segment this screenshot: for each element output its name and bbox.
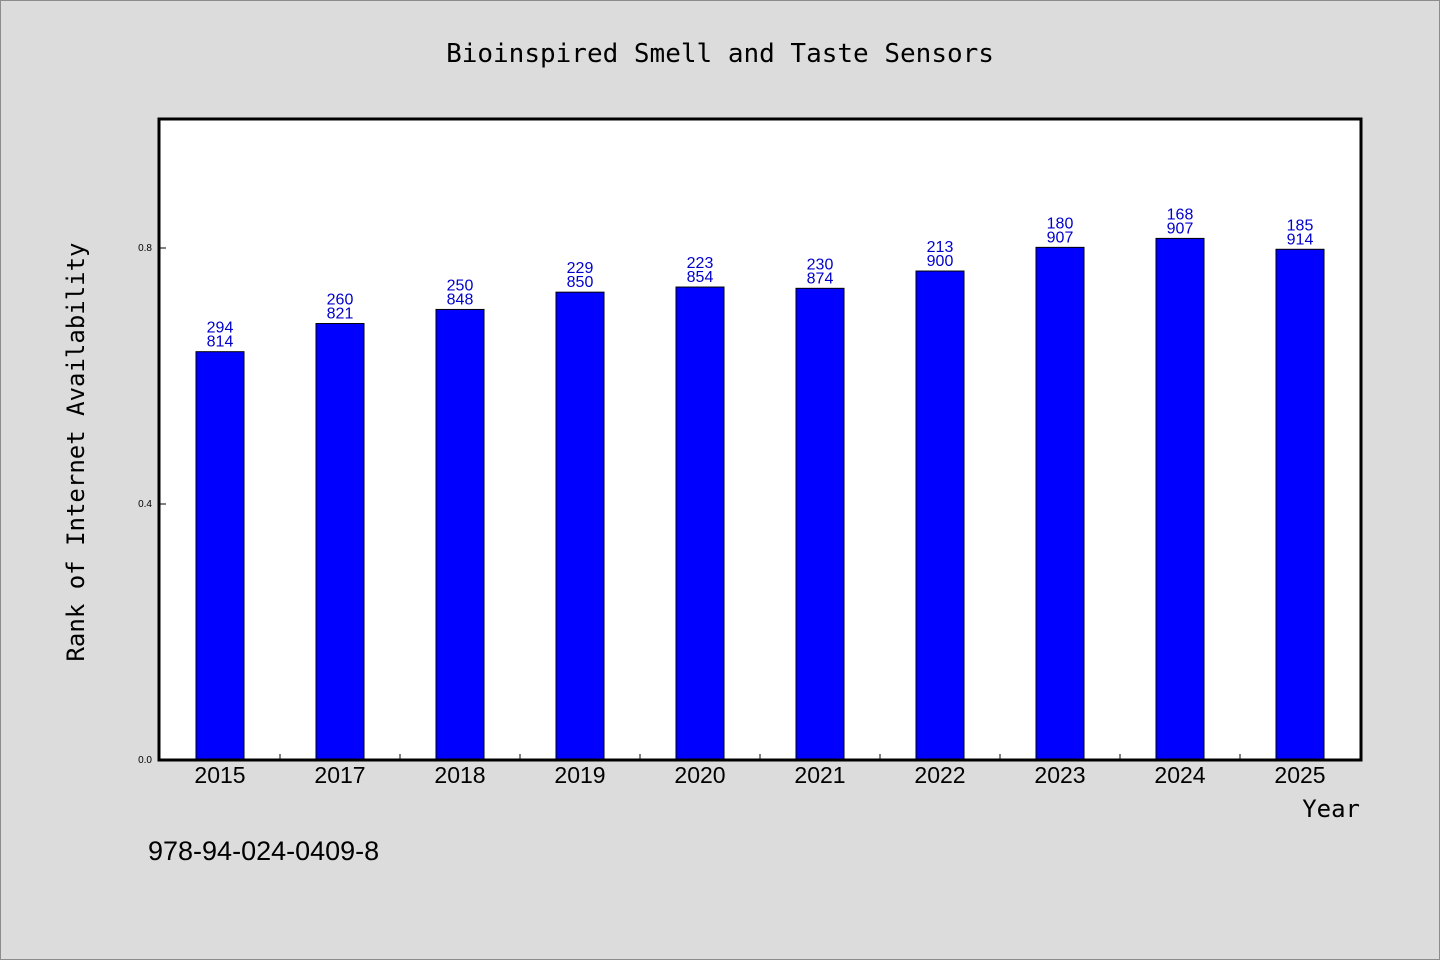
x-tick-label-2019: 2019	[554, 762, 605, 788]
y-tick-label-0.4: 0.4	[138, 499, 152, 510]
bar-label-bottom-2017: 821	[327, 306, 354, 323]
x-tick-label-2020: 2020	[674, 762, 725, 788]
bar-labels-group: 2948142608212508482298502238542308742139…	[207, 206, 1314, 350]
x-tick-label-2022: 2022	[914, 762, 965, 788]
bar-label-bottom-2018: 848	[447, 291, 474, 308]
bar-2019	[555, 291, 605, 761]
bar-2020	[675, 286, 725, 761]
bar-label-bottom-2025: 914	[1287, 231, 1314, 248]
y-tick-label-0.0: 0.0	[138, 755, 152, 766]
bar-2015	[195, 351, 245, 761]
isbn-text: 978-94-024-0409-8	[148, 836, 380, 866]
x-tick-label-2024: 2024	[1154, 762, 1205, 788]
x-tick-label-2015: 2015	[194, 762, 245, 788]
bar-label-top-2023: 180	[1047, 215, 1074, 232]
bar-2018	[435, 308, 485, 761]
bar-2024	[1155, 237, 1205, 761]
bar-label-top-2021: 230	[807, 256, 834, 273]
x-axis-label: Year	[1302, 795, 1360, 823]
y-tick-label-0.8: 0.8	[138, 243, 152, 254]
x-tick-label-2021: 2021	[794, 762, 845, 788]
bar-label-bottom-2022: 900	[927, 253, 954, 270]
bar-label-top-2025: 185	[1287, 217, 1314, 234]
bar-label-bottom-2019: 850	[567, 274, 594, 291]
bar-label-top-2017: 260	[327, 292, 354, 309]
bar-2017	[315, 323, 365, 761]
x-ticks-group: 2015 2017 2018 2019 2020 2021 2022 2023 2024 2025	[194, 754, 1326, 788]
chart-title: Bioinspired Smell and Taste Sensors	[446, 39, 994, 69]
bar-label-top-2015: 294	[207, 320, 234, 337]
bar-label-bottom-2015: 814	[207, 334, 234, 351]
bar-label-top-2024: 168	[1167, 206, 1194, 223]
x-tick-label-2018: 2018	[434, 762, 485, 788]
plot-border	[157, 117, 1363, 762]
y-axis-label: Rank of Internet Availability	[62, 242, 90, 661]
bars-group	[195, 237, 1325, 761]
bar-label-top-2018: 250	[447, 277, 474, 294]
bar-label-bottom-2023: 907	[1047, 229, 1074, 246]
bar-2025	[1275, 248, 1325, 761]
bar-label-bottom-2024: 907	[1167, 220, 1194, 237]
bar-label-bottom-2021: 874	[807, 270, 834, 287]
bar-2023	[1035, 246, 1085, 761]
bar-label-top-2020: 223	[687, 255, 714, 272]
x-tick-label-2025: 2025	[1274, 762, 1325, 788]
x-tick-label-2017: 2017	[314, 762, 365, 788]
bar-2021	[795, 287, 845, 761]
bar-label-top-2019: 229	[567, 260, 594, 277]
bar-2022	[915, 270, 965, 761]
bar-label-top-2022: 213	[927, 239, 954, 256]
bar-label-bottom-2020: 854	[687, 269, 714, 286]
x-tick-label-2023: 2023	[1034, 762, 1085, 788]
